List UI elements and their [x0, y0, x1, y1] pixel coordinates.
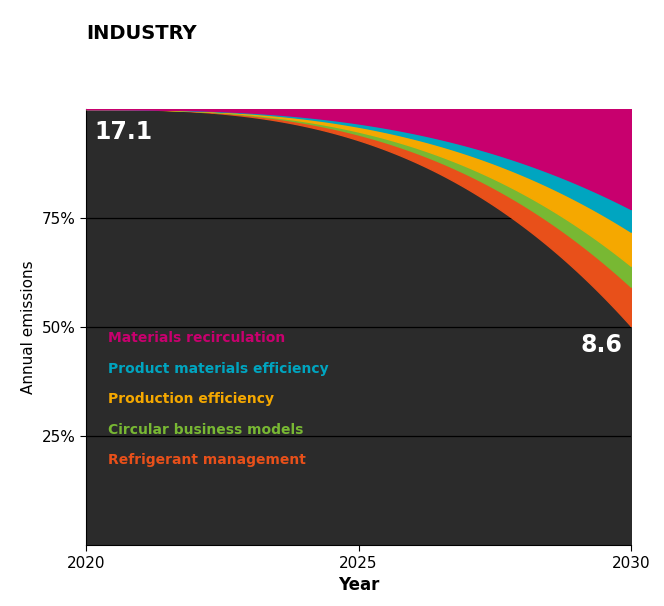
Text: 8.6: 8.6: [581, 333, 623, 357]
X-axis label: Year: Year: [338, 576, 379, 594]
Text: 17.1: 17.1: [94, 120, 153, 144]
Text: Circular business models: Circular business models: [108, 423, 303, 437]
Text: Production efficiency: Production efficiency: [108, 392, 274, 406]
Text: Materials recirculation: Materials recirculation: [108, 331, 286, 345]
Text: Refrigerant management: Refrigerant management: [108, 453, 306, 467]
Text: Product materials efficiency: Product materials efficiency: [108, 362, 329, 376]
Y-axis label: Annual emissions: Annual emissions: [21, 261, 37, 394]
Text: INDUSTRY: INDUSTRY: [86, 24, 197, 43]
